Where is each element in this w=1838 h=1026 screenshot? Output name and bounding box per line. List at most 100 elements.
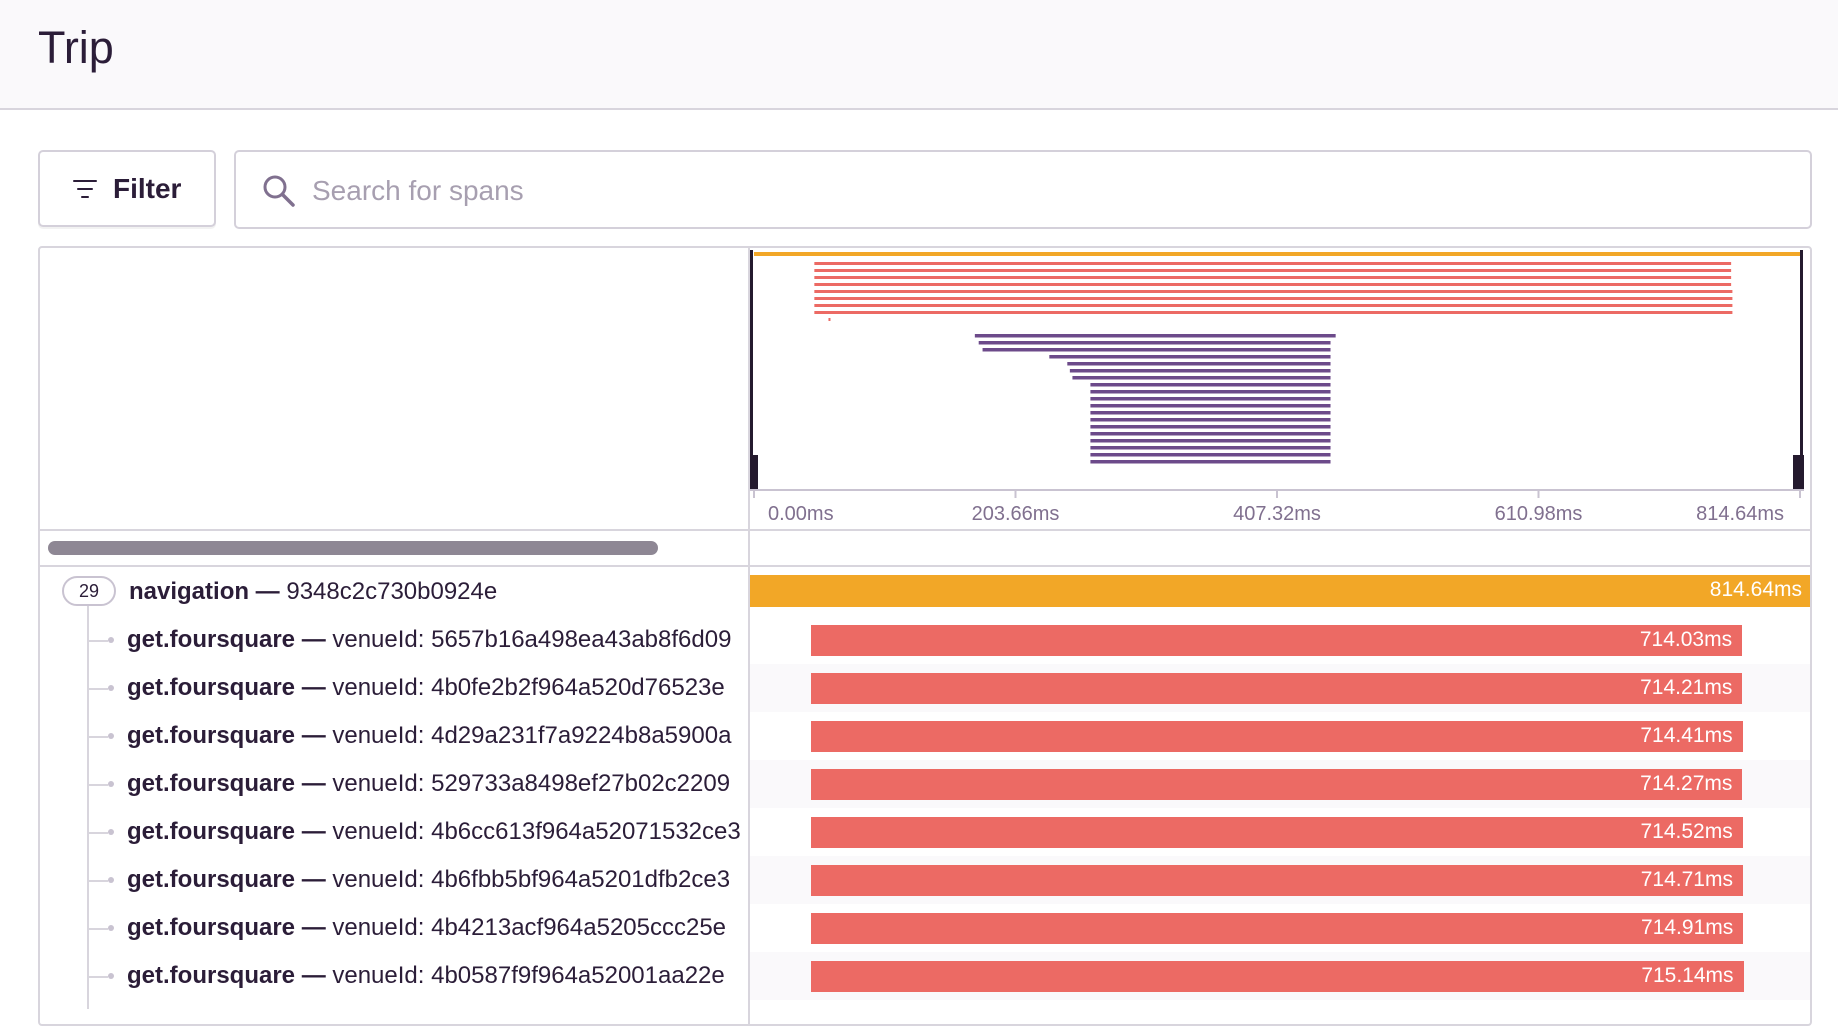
tree-branch-line xyxy=(88,976,108,978)
tree-node-dot xyxy=(108,973,114,979)
minimap-axis-label: 0.00ms xyxy=(768,503,834,525)
span-operation: get.foursquare — xyxy=(127,722,333,749)
tree-node-dot xyxy=(108,685,114,691)
span-title: get.foursquare — venueId: 4b0587f9f964a5… xyxy=(127,962,725,990)
span-duration-bar[interactable]: 814.64ms xyxy=(750,575,1810,607)
span-duration-bar[interactable]: 715.14ms xyxy=(811,961,1744,992)
minimap-span-bar xyxy=(1090,425,1331,429)
trace-minimap[interactable]: 0.00ms 203.66ms 407.32ms 610.98ms 814.64ms xyxy=(750,250,1804,530)
minimap-span-bar xyxy=(1090,418,1331,422)
span-row[interactable]: get.foursquare — venueId: 4b0587f9f964a5… xyxy=(40,952,1810,1000)
minimap-span-bar xyxy=(1090,383,1331,387)
span-row[interactable]: get.foursquare — venueId: 4d29a231f7a922… xyxy=(40,712,1810,760)
minimap-left-guide xyxy=(750,250,753,490)
span-description: venueId: 5657b16a498ea43ab8f6d09 xyxy=(332,626,732,653)
span-name-cell[interactable]: get.foursquare — venueId: 4b6cc613f964a5… xyxy=(40,808,748,856)
span-name-cell[interactable]: get.foursquare — venueId: 4b6fbb5bf964a5… xyxy=(40,856,748,904)
minimap-span-bar xyxy=(1090,439,1331,443)
minimap-span-bar xyxy=(982,348,1331,352)
minimap-axis-label: 203.66ms xyxy=(972,503,1060,525)
tree-branch-line xyxy=(88,736,108,738)
span-duration-bar[interactable]: 714.03ms xyxy=(811,625,1743,656)
span-operation: get.foursquare — xyxy=(127,818,333,845)
search-box[interactable] xyxy=(234,150,1812,229)
span-duration-bar[interactable]: 714.91ms xyxy=(811,913,1744,944)
minimap-span-bar xyxy=(828,318,831,321)
trace-view-panel: 0.00ms 203.66ms 407.32ms 610.98ms 814.64ms 2… xyxy=(38,246,1812,1026)
span-description: venueId: 529733a8498ef27b02c2209 xyxy=(332,770,731,797)
span-operation: get.foursquare — xyxy=(127,674,333,701)
span-description: 9348c2c730b0924e xyxy=(286,578,498,605)
span-duration-label: 714.21ms xyxy=(1640,676,1733,699)
span-operation: get.foursquare — xyxy=(127,962,333,989)
span-description: venueId: 4b0587f9f964a52001aa22e xyxy=(332,962,725,989)
minimap-span-bar xyxy=(978,341,1331,345)
minimap-span-bar xyxy=(1049,355,1331,359)
tree-branch-line xyxy=(88,784,108,786)
minimap-span-bar xyxy=(1090,390,1331,394)
minimap-span-bar xyxy=(814,304,1733,307)
minimap-span-bar xyxy=(814,283,1732,286)
minimap-span-bar xyxy=(814,311,1733,314)
filter-lines-icon xyxy=(73,178,99,200)
search-icon xyxy=(263,175,295,207)
span-row[interactable]: get.foursquare — venueId: 529733a8498ef2… xyxy=(40,760,1810,808)
minimap-span-bar xyxy=(1090,397,1331,401)
minimap-span-bar xyxy=(1090,411,1331,415)
tree-node-dot xyxy=(108,733,114,739)
search-input[interactable] xyxy=(310,166,1774,216)
span-row[interactable]: get.foursquare — venueId: 4b0fe2b2f964a5… xyxy=(40,664,1810,712)
horizontal-scrollbar-thumb[interactable] xyxy=(48,541,658,555)
minimap-span-bar xyxy=(1069,369,1331,373)
tree-branch-line xyxy=(88,688,108,690)
minimap-span-bar xyxy=(1090,446,1331,450)
column-divider[interactable] xyxy=(748,248,750,1024)
minimap-span-bar xyxy=(814,269,1732,272)
span-name-cell[interactable]: get.foursquare — venueId: 5657b16a498ea4… xyxy=(40,616,748,664)
span-duration-label: 714.52ms xyxy=(1640,820,1733,843)
span-row[interactable]: get.foursquare — venueId: 4b6fbb5bf964a5… xyxy=(40,856,1810,904)
span-title: get.foursquare — venueId: 4d29a231f7a922… xyxy=(127,722,731,750)
name-column-scrollbar-track xyxy=(40,529,750,567)
span-duration-bar[interactable]: 714.27ms xyxy=(811,769,1743,800)
span-duration-label: 814.64ms xyxy=(1709,578,1802,601)
filter-button[interactable]: Filter xyxy=(38,150,216,227)
span-name-cell[interactable]: get.foursquare — venueId: 4d29a231f7a922… xyxy=(40,712,748,760)
minimap-span-bar xyxy=(1090,404,1331,408)
span-name-cell[interactable]: get.foursquare — venueId: 4b4213acf964a5… xyxy=(40,904,748,952)
span-duration-label: 714.27ms xyxy=(1640,772,1733,795)
tree-node-dot xyxy=(108,877,114,883)
minimap-right-handle[interactable] xyxy=(1793,455,1804,489)
timeline-scroll-area xyxy=(750,529,1810,567)
span-duration-bar[interactable]: 714.21ms xyxy=(811,673,1743,704)
minimap-span-bar xyxy=(1090,460,1331,464)
span-operation: get.foursquare — xyxy=(127,626,333,653)
filter-button-label: Filter xyxy=(113,172,182,204)
minimap-span-bar xyxy=(1090,453,1331,457)
span-name-cell[interactable]: get.foursquare — venueId: 4b0fe2b2f964a5… xyxy=(40,664,748,712)
tree-branch-line xyxy=(88,880,108,882)
tree-connector-line xyxy=(87,589,89,1009)
tree-branch-line xyxy=(88,832,108,834)
page-header: Trip xyxy=(0,0,1838,110)
span-operation: get.foursquare — xyxy=(127,914,333,941)
span-name-cell[interactable]: 29 navigation — 9348c2c730b0924e xyxy=(40,568,748,616)
span-row[interactable]: get.foursquare — venueId: 5657b16a498ea4… xyxy=(40,616,1810,664)
minimap-span-bar xyxy=(1072,376,1331,380)
minimap-axis-label: 610.98ms xyxy=(1495,503,1583,525)
span-name-cell[interactable]: get.foursquare — venueId: 529733a8498ef2… xyxy=(40,760,748,808)
tree-node-dot xyxy=(108,925,114,931)
tree-node-dot xyxy=(108,781,114,787)
span-description: venueId: 4d29a231f7a9224b8a5900a xyxy=(332,722,732,749)
children-count-toggle[interactable]: 29 xyxy=(62,576,116,606)
span-duration-bar[interactable]: 714.52ms xyxy=(811,817,1743,848)
minimap-left-handle[interactable] xyxy=(750,455,758,489)
span-duration-label: 714.71ms xyxy=(1640,868,1733,891)
span-row[interactable]: 29 navigation — 9348c2c730b0924e 814.64ms xyxy=(40,568,1810,616)
minimap-span-bar xyxy=(814,262,1732,265)
span-duration-bar[interactable]: 714.41ms xyxy=(811,721,1743,752)
span-name-cell[interactable]: get.foursquare — venueId: 4b0587f9f964a5… xyxy=(40,952,748,1000)
span-row[interactable]: get.foursquare — venueId: 4b6cc613f964a5… xyxy=(40,808,1810,856)
span-duration-bar[interactable]: 714.71ms xyxy=(811,865,1743,896)
span-row[interactable]: get.foursquare — venueId: 4b4213acf964a5… xyxy=(40,904,1810,952)
